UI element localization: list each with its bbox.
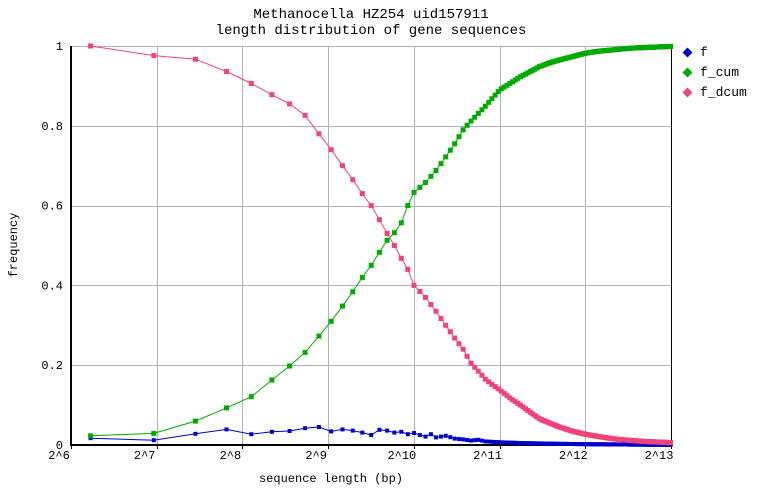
- legend-marker-f-icon: [682, 47, 693, 57]
- gridlines: [71, 46, 672, 445]
- axes: [70, 46, 672, 449]
- tick-labels: 2^6 2^7 2^8 2^9 2^10 2^11 2^12 2^13 1 0.8 0.6 0.4 0.…: [41, 40, 673, 463]
- y-tick-label: 0.4: [41, 279, 63, 293]
- x-tick-label: 2^12: [559, 449, 588, 463]
- y-tick-label: 0: [56, 439, 63, 453]
- legend: f f_cum f_dcum: [682, 42, 747, 102]
- legend-label-f-dcum: f_dcum: [700, 84, 747, 100]
- y-tick-label: 0.6: [41, 200, 63, 214]
- legend-marker-f-cum-icon: [682, 67, 693, 77]
- x-tick-label: 2^7: [134, 449, 156, 463]
- legend-label-f: f: [700, 44, 708, 60]
- y-tick-label: 0.2: [41, 359, 63, 373]
- x-axis-title: sequence length (bp): [258, 472, 404, 486]
- x-tick-label: 2^11: [473, 449, 502, 463]
- series-f_cum: [88, 43, 674, 439]
- x-tick-label: 2^10: [387, 449, 416, 463]
- legend-item-f-cum: f_cum: [682, 62, 747, 82]
- y-tick-label: 0.8: [41, 120, 63, 134]
- legend-label-f-cum: f_cum: [700, 64, 740, 80]
- x-tick-label: 2^6: [48, 449, 70, 463]
- series-f: [88, 425, 673, 447]
- y-axis-title: frequency: [7, 212, 21, 278]
- legend-item-f-dcum: f_dcum: [682, 82, 747, 102]
- series-f_dcum: [88, 43, 674, 446]
- x-tick-label: 2^8: [220, 449, 242, 463]
- legend-item-f: f: [682, 42, 747, 62]
- x-tick-label: 2^13: [645, 449, 674, 463]
- x-tick-label: 2^9: [305, 449, 327, 463]
- legend-marker-f-dcum-icon: [682, 87, 693, 97]
- chart-title: Methanocella HZ254 uid157911: [253, 7, 489, 23]
- y-tick-label: 1: [56, 40, 63, 54]
- chart-subtitle: length distribution of gene sequences: [215, 23, 527, 39]
